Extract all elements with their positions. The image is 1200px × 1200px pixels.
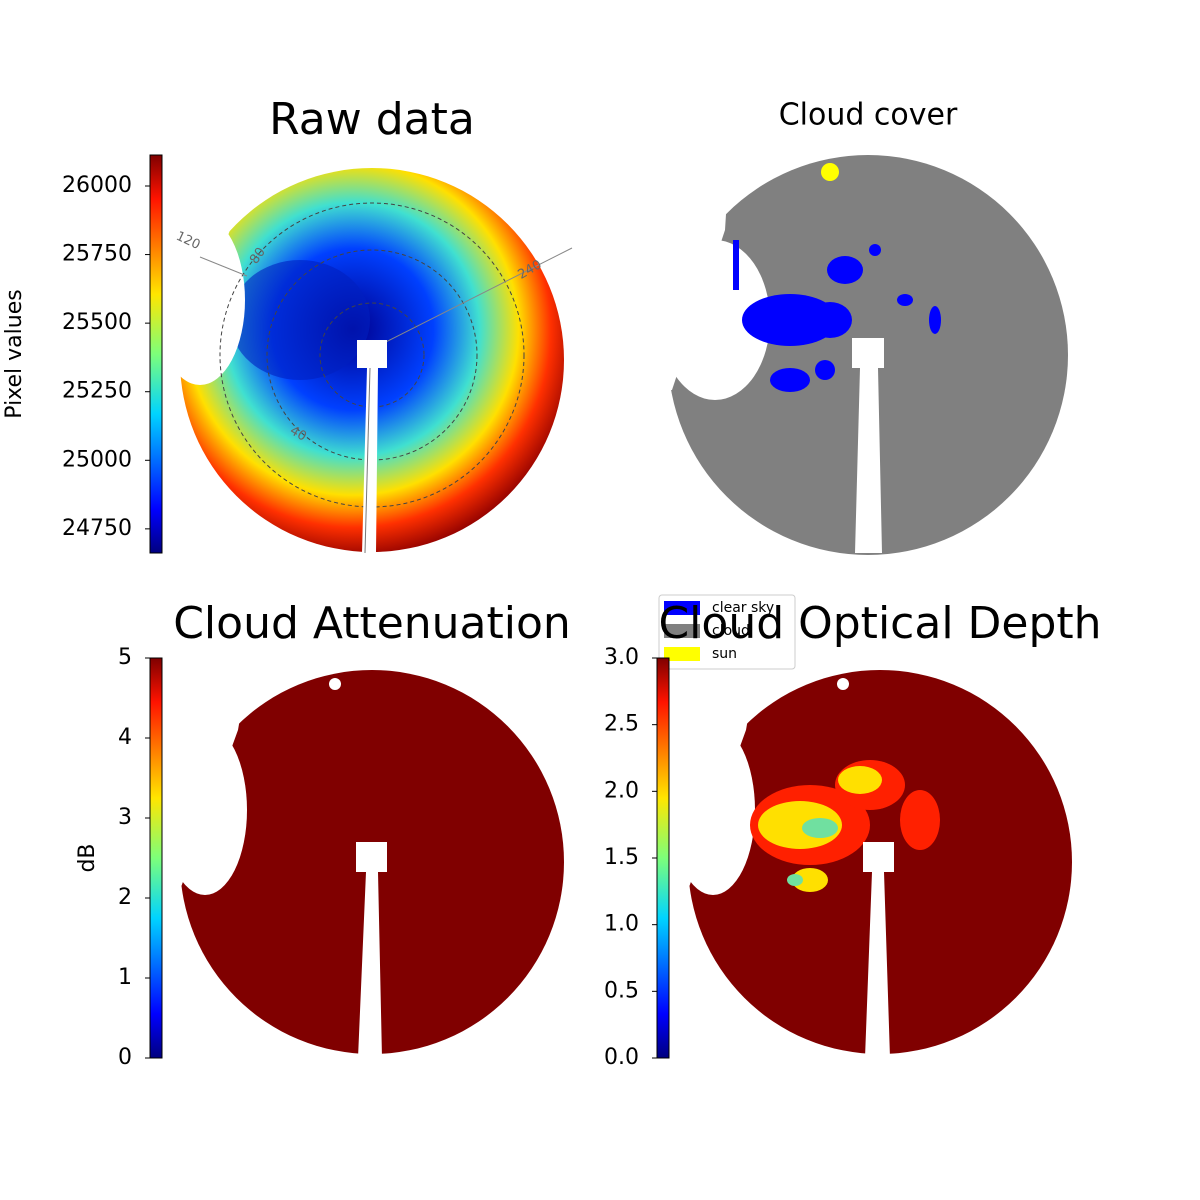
polar-annotation: 40 (287, 423, 309, 444)
colorbar (149, 657, 163, 1059)
legend-label: clear sky (712, 600, 774, 616)
colorbar-tick-label: 26000 (62, 173, 132, 198)
cloud-cover-image (660, 150, 1068, 555)
colorbar-tick-label: 0.0 (604, 1045, 639, 1070)
colorbar (149, 154, 163, 554)
colorbar-tick-label: 2 (118, 885, 132, 910)
panel-title: Cloud Attenuation (173, 598, 571, 649)
colorbar-tick-label: 4 (118, 725, 132, 750)
legend-label: sun (712, 646, 737, 662)
colorbar-tick-label: 1 (118, 965, 132, 990)
colorbar-tick-label: 5 (118, 645, 132, 670)
colorbar-tick-label: 25500 (62, 310, 132, 335)
legend-swatch (664, 624, 700, 638)
colorbar-tick-label: 25750 (62, 242, 132, 267)
colorbar-tick-label: 2.5 (604, 712, 639, 737)
colorbar-label: dB (75, 843, 100, 872)
colorbar-tick-label: 0 (118, 1045, 132, 1070)
colorbar-tick-label: 24750 (62, 516, 132, 541)
colorbar-tick-label: 0.5 (604, 978, 639, 1003)
colorbar (656, 657, 670, 1059)
raw-image (155, 160, 573, 554)
legend: clear sky cloud sun (658, 594, 796, 670)
colorbar-tick-label: 3.0 (604, 645, 639, 670)
legend-swatch (664, 601, 700, 615)
legend-label: cloud (712, 623, 750, 639)
attenuation-image (160, 660, 564, 1058)
colorbar-label: Pixel values (2, 289, 27, 418)
colorbar-tick-label: 1.0 (604, 912, 639, 937)
colorbar-tick-label: 2.0 (604, 778, 639, 803)
optical-depth-image (668, 660, 1072, 1058)
colorbar-tick-label: 3 (118, 805, 132, 830)
panel-title: Cloud cover (779, 98, 958, 133)
colorbar-tick-label: 25000 (62, 447, 132, 472)
colorbar-tick-label: 1.5 (604, 845, 639, 870)
legend-swatch (664, 647, 700, 661)
colorbar-tick-label: 25250 (62, 379, 132, 404)
panel-title: Raw data (269, 94, 475, 145)
panel-title: Cloud Optical Depth (658, 598, 1101, 649)
